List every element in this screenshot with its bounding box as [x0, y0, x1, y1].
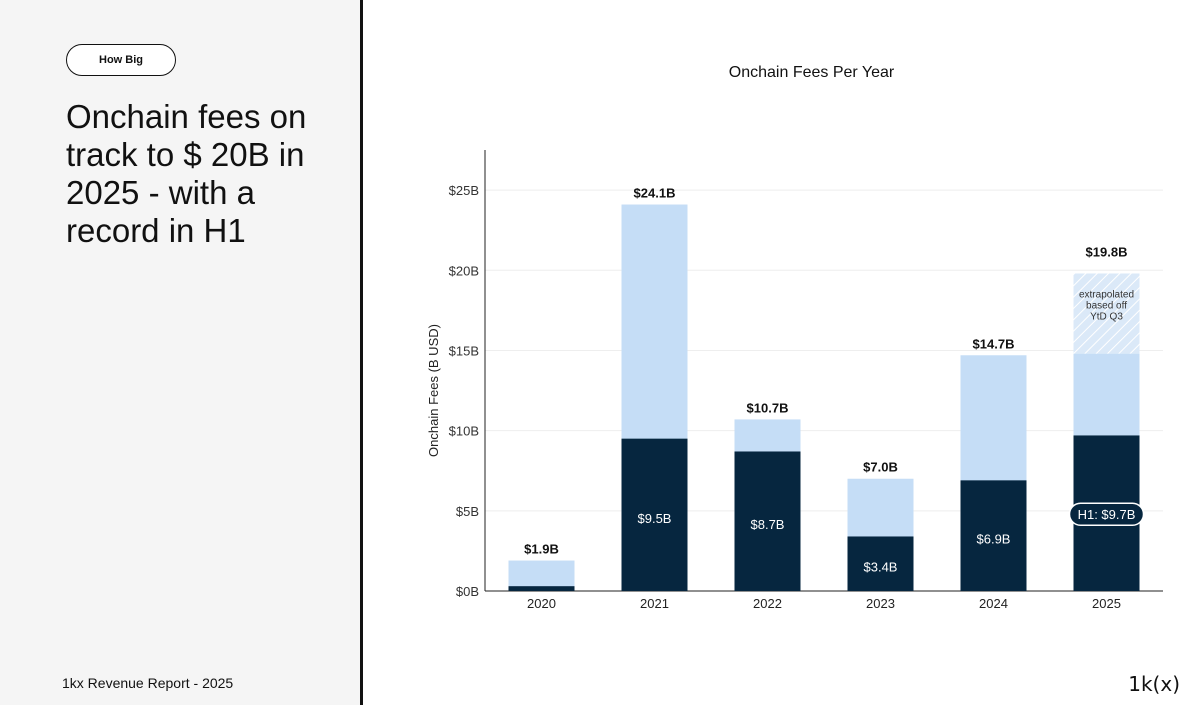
h1-callout-pill [1068, 502, 1145, 526]
left-panel: How Big Onchain fees on track to $ 20B i… [0, 0, 363, 705]
bar-h1-2023 [847, 536, 914, 591]
total-label-2025: $19.8B [1086, 244, 1128, 259]
h1-label-2024: $6.9B [977, 532, 1011, 547]
bar-h1-2020 [508, 586, 575, 591]
y-tick-label: $15B [449, 343, 479, 358]
bar-extrapolated-2025 [1073, 273, 1140, 354]
annotation-text: based off [1086, 300, 1127, 311]
y-tick-label: $5B [456, 504, 479, 519]
h1-label-2022: $8.7B [751, 517, 785, 532]
h1-label-2021: $9.5B [638, 511, 672, 526]
section-tag: How Big [66, 44, 176, 76]
y-tick-label: $10B [449, 424, 479, 439]
x-tick-label: 2024 [979, 596, 1008, 611]
h1-label-2025: H1: $9.7B [1078, 507, 1136, 522]
annotation-text: extrapolated [1079, 289, 1134, 300]
brand-logo: 1k(x) [1128, 672, 1180, 696]
total-label-2022: $10.7B [747, 400, 789, 415]
x-tick-label: 2020 [527, 596, 556, 611]
page-headline: Onchain fees on track to $ 20B in 2025 -… [66, 98, 307, 249]
bar-h1-2022 [734, 451, 801, 591]
chart-title: Onchain Fees Per Year [728, 64, 895, 81]
chart-area: Onchain Fees Per Year $0B $5B $10B $15B $20B… [363, 0, 1200, 705]
total-label-2020: $1.9B [524, 542, 559, 557]
x-tick-label: 2025 [1092, 596, 1121, 611]
x-tick-label: 2021 [640, 596, 669, 611]
bar-h1-2021 [621, 438, 688, 591]
total-label-2021: $24.1B [634, 186, 676, 201]
x-tick-label: 2022 [753, 596, 782, 611]
y-axis-label: Onchain Fees (B USD) [426, 324, 441, 457]
h1-label-2023: $3.4B [864, 560, 898, 575]
y-tick-label: $20B [449, 263, 479, 278]
total-label-2024: $14.7B [973, 336, 1015, 351]
bar-total-2020 [508, 560, 575, 591]
y-tick-label: $0B [456, 584, 479, 599]
annotation-text: YtD Q3 [1090, 311, 1123, 322]
report-footer: 1kx Revenue Report - 2025 [62, 675, 234, 691]
x-tick-label: 2023 [866, 596, 895, 611]
y-tick-label: $25B [449, 183, 479, 198]
bar-h1-2024 [960, 480, 1027, 591]
fees-bar-chart: $0B $5B $10B $15B $20B $25B Onchain Fees (B US… [426, 150, 1163, 611]
total-label-2023: $7.0B [863, 460, 898, 475]
